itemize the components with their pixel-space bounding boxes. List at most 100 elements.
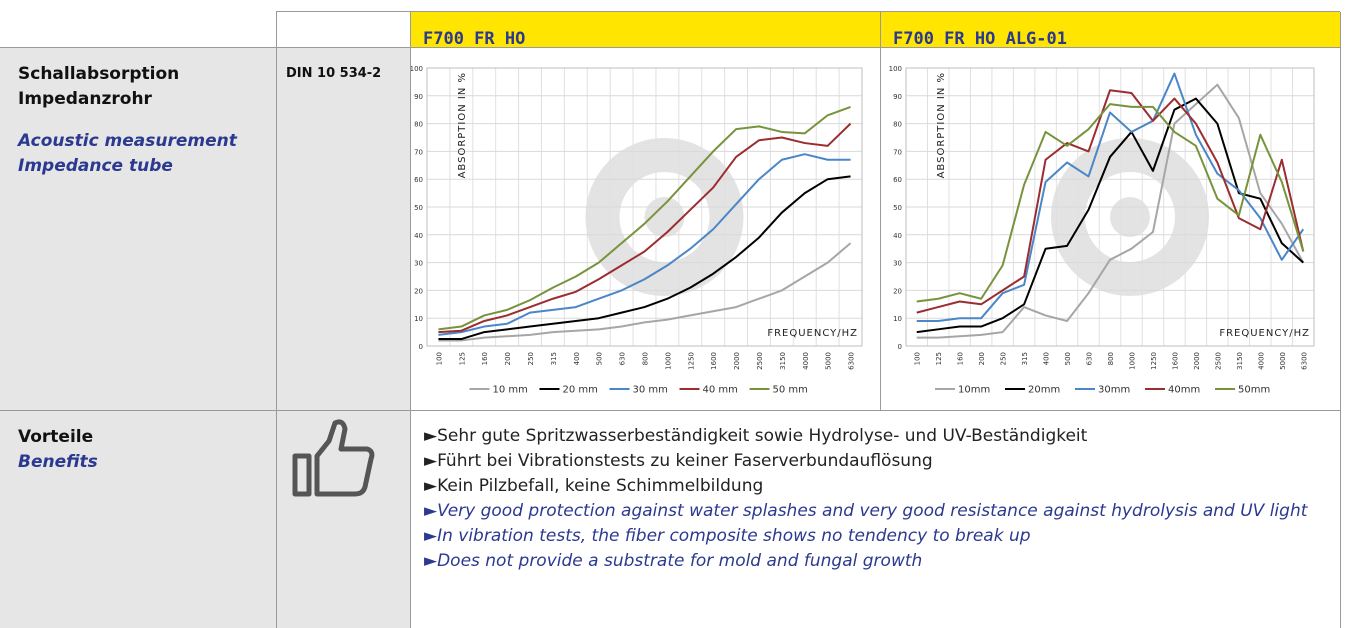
header-text: F700 FR HO: [423, 29, 526, 49]
x-tick-label: 1250: [1150, 352, 1158, 370]
label: Schallabsorption: [18, 64, 180, 84]
x-tick-label: 250: [527, 352, 535, 365]
legend-label: 30 mm: [633, 385, 668, 396]
x-tick-label: 800: [1107, 352, 1115, 365]
legend-label: 40 mm: [703, 385, 738, 396]
benefit: ►Sehr gute Spritzwasserbeständigkeit sow…: [424, 426, 1088, 446]
x-tick-label: 5000: [1279, 352, 1287, 370]
legend-label: 50mm: [1238, 385, 1270, 396]
x-tick-label: 250: [1000, 352, 1008, 365]
x-tick-label: 6300: [1300, 352, 1308, 370]
y-tick-label: 90: [414, 93, 423, 101]
standard-cell: DIN 10 534-2: [277, 48, 410, 410]
y-axis-label: ABSORPTION IN %: [936, 72, 947, 178]
x-tick-label: 1000: [664, 352, 672, 370]
x-tick-label: 1600: [710, 352, 718, 370]
x-tick-label: 200: [978, 352, 986, 365]
y-tick-label: 50: [893, 204, 902, 212]
x-tick-label: 3150: [779, 352, 787, 370]
series-line: [438, 175, 851, 341]
y-tick-label: 30: [893, 260, 902, 268]
x-tick-label: 3150: [1236, 352, 1244, 370]
series-line: [916, 103, 1305, 303]
header-text: F700 FR HO ALG-01: [893, 29, 1067, 49]
y-tick-label: 80: [414, 121, 423, 129]
y-tick-label: 0: [419, 343, 423, 351]
legend-label: 10 mm: [493, 385, 528, 396]
y-tick-label: 90: [893, 93, 902, 101]
benefit: ►Führt bei Vibrationstests zu keiner Fas…: [424, 451, 933, 471]
watermark: [1110, 197, 1150, 237]
benefits: ►Sehr gute Spritzwasserbeständigkeit sow…: [424, 424, 1324, 574]
y-tick-label: 40: [893, 232, 902, 240]
y-tick-label: 50: [414, 204, 423, 212]
series-line: [916, 72, 1305, 322]
legend-label: 10mm: [958, 385, 990, 396]
x-tick-label: 1250: [687, 352, 695, 370]
legend-label: 20 mm: [563, 385, 598, 396]
x-tick-label: 125: [458, 352, 466, 365]
x-tick-label: 630: [1086, 352, 1094, 365]
watermark: [585, 138, 744, 296]
x-tick-label: 2000: [733, 352, 741, 370]
label-en: Acoustic measurement: [18, 131, 237, 151]
y-tick-label: 10: [414, 315, 423, 323]
x-axis-label: FREQUENCY/HZ: [767, 328, 858, 339]
x-tick-label: 1000: [1128, 352, 1136, 370]
x-tick-label: 200: [504, 352, 512, 365]
x-tick-label: 800: [642, 352, 650, 365]
label-en: Benefits: [18, 452, 98, 472]
x-tick-label: 160: [957, 352, 965, 365]
standard: DIN 10 534-2: [286, 66, 382, 81]
y-tick-label: 30: [414, 260, 423, 268]
x-tick-label: 2000: [1193, 352, 1201, 370]
legend-label: 30mm: [1098, 385, 1130, 396]
legend-label: 20mm: [1028, 385, 1060, 396]
thumbs-up-icon: [292, 419, 375, 497]
label: Impedanzrohr: [18, 89, 152, 109]
series-line: [438, 122, 852, 334]
plot-frame: [426, 67, 863, 347]
row-label-cell: Schallabsorption Impedanzrohr Acoustic m…: [0, 48, 276, 410]
y-tick-label: 20: [414, 287, 423, 295]
x-tick-label: 315: [1021, 352, 1029, 365]
y-tick-label: 70: [893, 148, 902, 156]
chart: 0 10 20 30 40 50 60 70 80 90 100 100 125 160 200 250 315…: [411, 65, 863, 396]
header-cell: F700 FR HO ALG-01: [881, 12, 1340, 49]
series-line: [916, 97, 1304, 334]
x-tick-label: 315: [550, 352, 558, 365]
x-axis-label: FREQUENCY/HZ: [1219, 328, 1310, 339]
x-tick-label: 500: [1064, 352, 1072, 365]
x-tick-label: 5000: [825, 352, 833, 370]
label: Vorteile: [18, 427, 94, 447]
series-line: [916, 83, 1305, 339]
series-line: [438, 105, 851, 331]
y-tick-label: 10: [893, 315, 902, 323]
watermark: [1051, 138, 1209, 296]
y-tick-label: 60: [414, 176, 423, 184]
y-tick-label: 20: [893, 287, 902, 295]
x-tick-label: 4000: [802, 352, 810, 370]
icon-cell: [277, 411, 410, 628]
benefit-en: ►Does not provide a substrate for mold a…: [424, 551, 923, 571]
x-tick-label: 630: [619, 352, 627, 365]
x-tick-label: 4000: [1257, 352, 1265, 370]
y-tick-label: 0: [898, 343, 902, 351]
legend-label: 50 mm: [773, 385, 808, 396]
x-tick-label: 500: [596, 352, 604, 365]
x-tick-label: 6300: [848, 352, 856, 370]
x-tick-label: 100: [914, 352, 922, 365]
x-tick-label: 2500: [1214, 352, 1222, 370]
x-tick-label: 400: [573, 352, 581, 365]
benefit-en: ►In vibration tests, the fiber composite…: [424, 526, 1031, 546]
y-tick-label: 80: [893, 121, 902, 129]
series-line: [438, 242, 852, 342]
x-tick-label: 1600: [1171, 352, 1179, 370]
legend-label: 40mm: [1168, 385, 1200, 396]
y-tick-label: 60: [893, 176, 902, 184]
benefit-en: ►Very good protection against water spla…: [424, 501, 1308, 521]
label-en: Impedance tube: [18, 156, 173, 176]
x-tick-label: 160: [481, 352, 489, 365]
y-tick-label: 100: [411, 65, 423, 73]
